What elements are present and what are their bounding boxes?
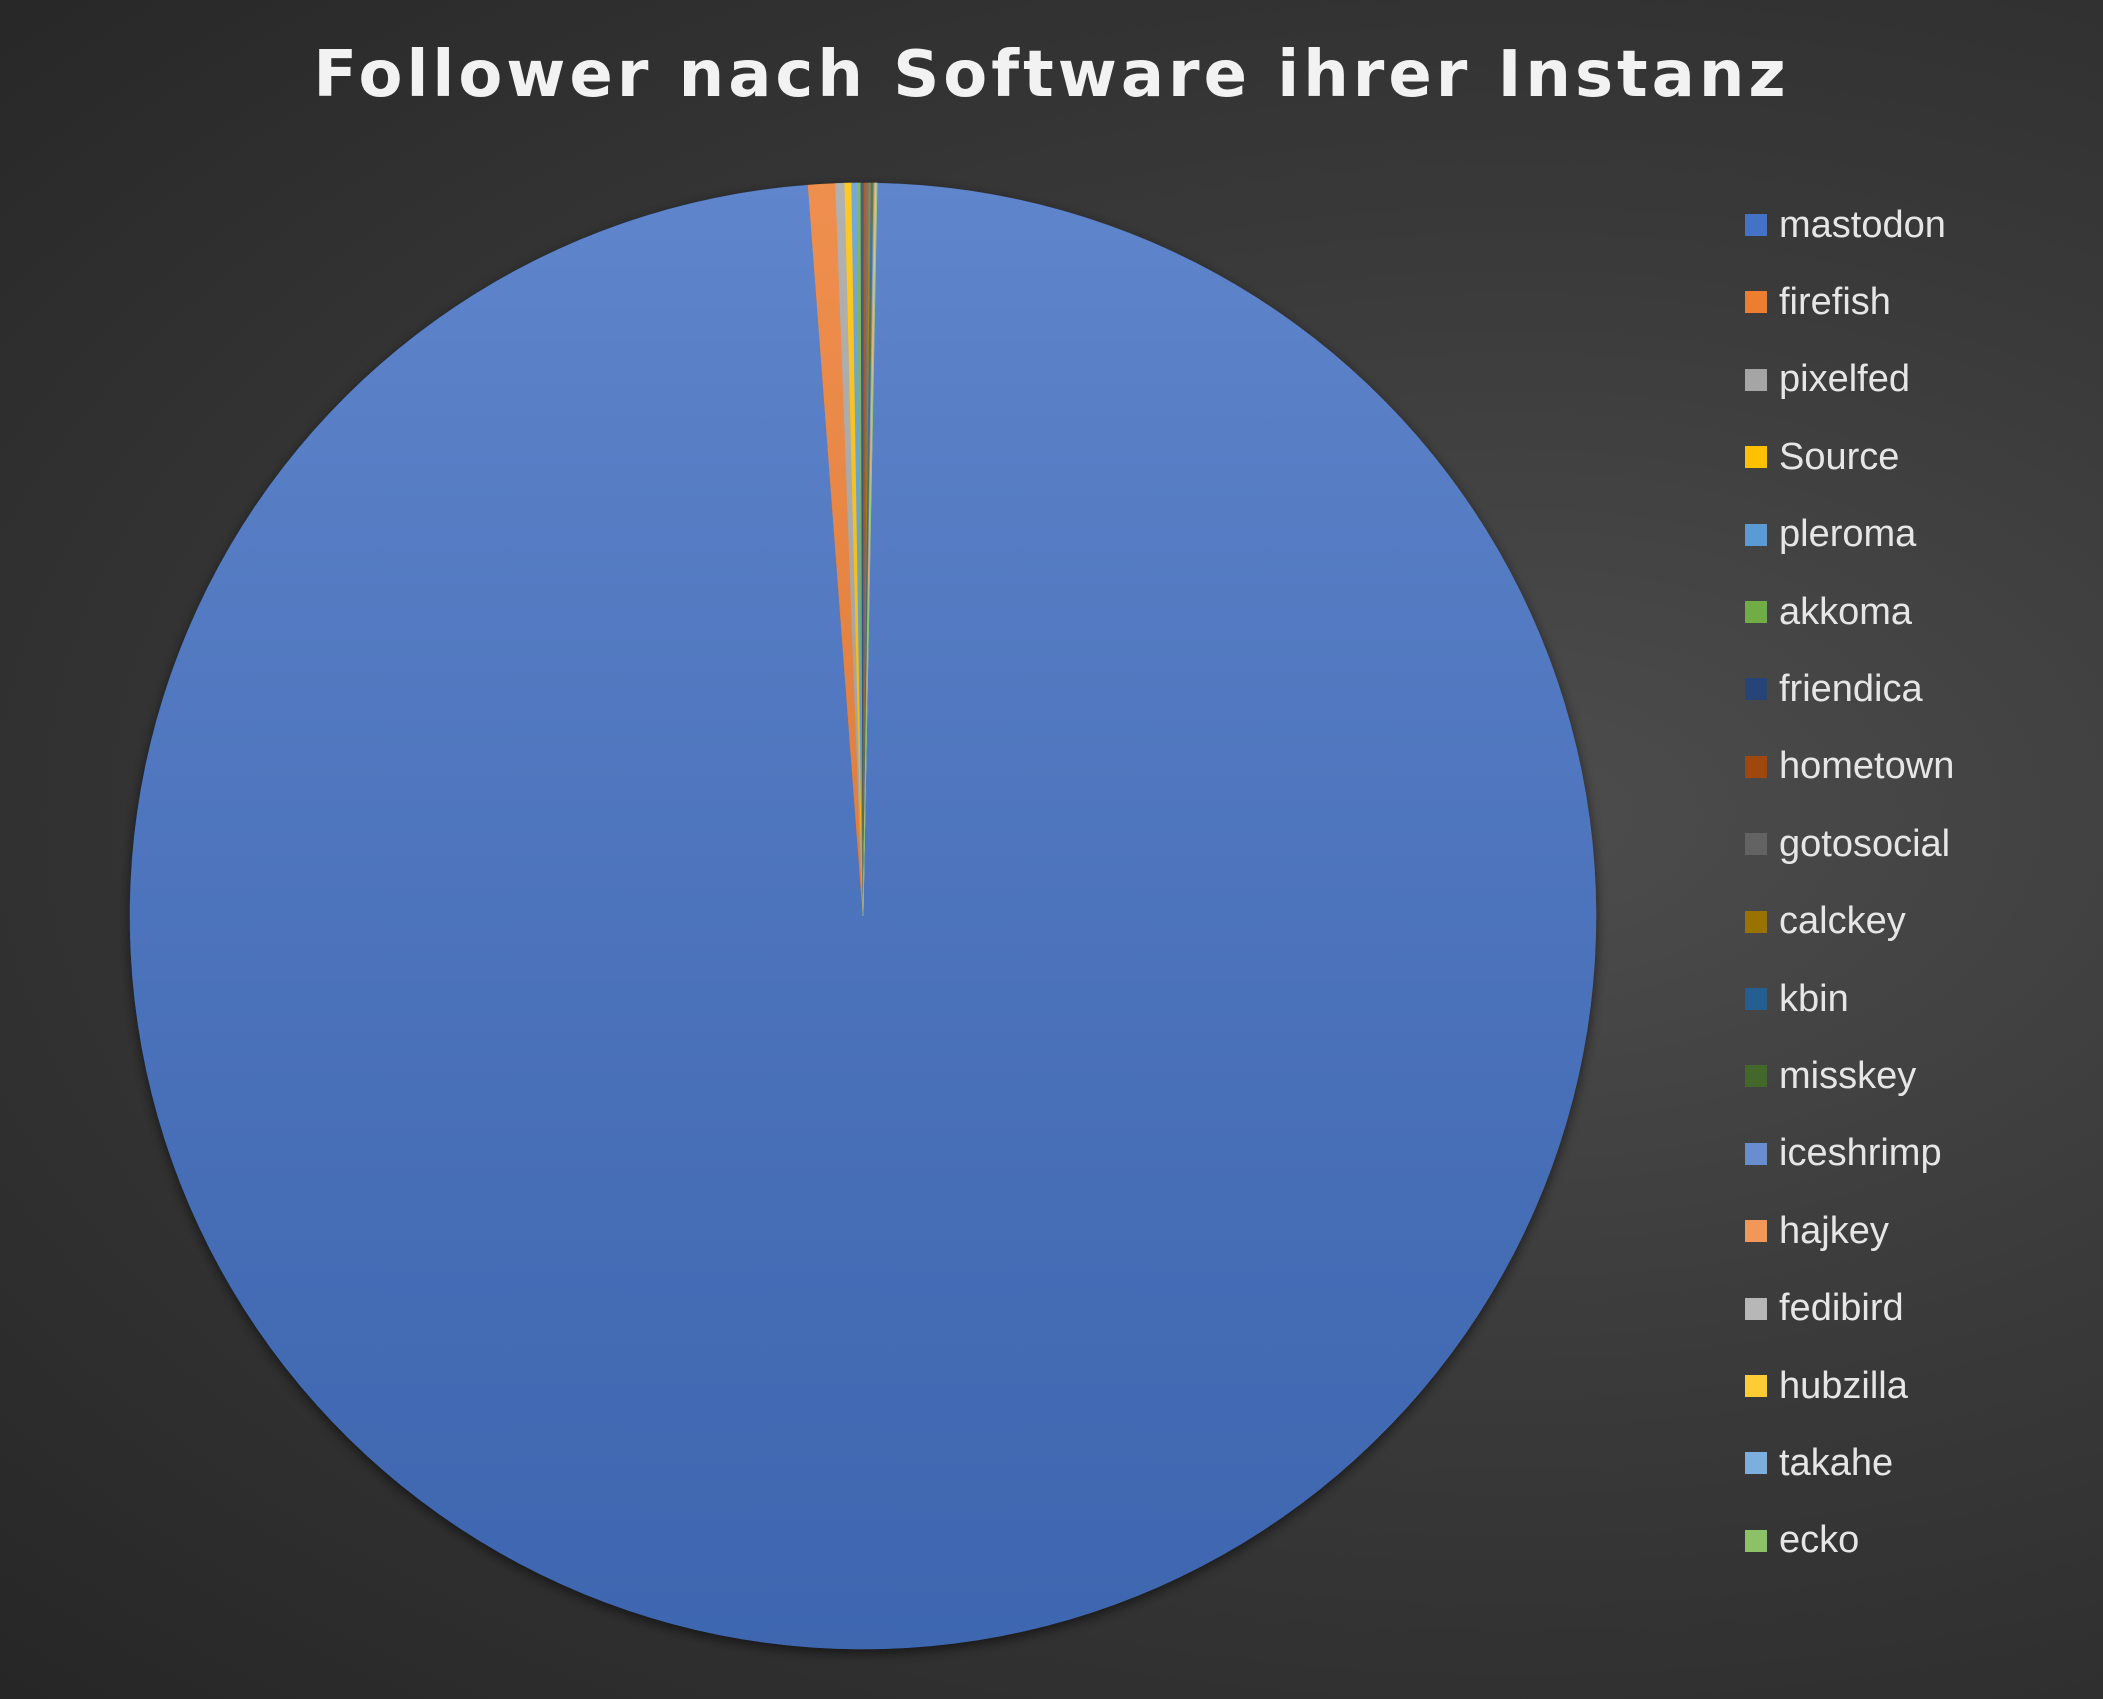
legend-item-pixelfed: pixelfed [1745,350,1910,410]
legend-swatch [1745,1065,1767,1088]
legend-swatch [1745,446,1767,469]
legend-label: firefish [1779,280,1891,323]
legend-swatch [1745,910,1767,933]
legend-label: hometown [1779,745,1955,788]
legend-item-firefish: firefish [1745,272,1891,332]
legend-label: pleroma [1779,513,1917,556]
legend-swatch [1745,1375,1767,1397]
legend-item-gotosocial: gotosocial [1745,814,1950,874]
legend-item-iceshrimp: iceshrimp [1745,1124,1942,1184]
legend-label: hajkey [1779,1209,1889,1252]
legend-label: takahe [1779,1441,1894,1484]
legend-label: iceshrimp [1779,1132,1942,1175]
legend-item-fedibird: fedibird [1745,1279,1904,1339]
legend-swatch [1745,601,1767,623]
legend-label: Source [1779,435,1900,478]
legend-swatch [1745,755,1767,778]
legend-item-misskey: misskey [1745,1046,1916,1106]
legend-swatch [1745,1297,1767,1320]
legend-swatch [1745,291,1767,314]
legend-label: misskey [1779,1054,1917,1097]
chart-title: Follower nach Software ihrer Instanz [313,38,1790,112]
legend-label: gotosocial [1779,822,1951,865]
legend-label: mastodon [1779,203,1946,246]
legend-swatch [1745,678,1767,701]
legend-label: akkoma [1779,590,1913,633]
legend-label: hubzilla [1779,1364,1908,1407]
legend-label: fedibird [1779,1287,1904,1330]
legend-swatch [1745,988,1767,1010]
legend-swatch [1745,1220,1767,1243]
legend-item-calckey: calckey [1745,892,1906,952]
legend-swatch [1745,1452,1767,1475]
legend-label: kbin [1779,977,1849,1020]
legend-swatch [1745,1529,1767,1552]
legend-item-mastodon: mastodon [1745,195,1946,255]
legend-label: calckey [1779,900,1906,943]
legend-item-kbin: kbin [1745,969,1849,1029]
legend-item-akkoma: akkoma [1745,582,1912,642]
legend-swatch [1745,368,1767,391]
legend-swatch [1745,833,1767,856]
legend-item-pleroma: pleroma [1745,505,1916,565]
legend-swatch [1745,214,1767,236]
legend-label: pixelfed [1779,358,1910,401]
legend-label: friendica [1779,667,1923,710]
legend-item-hajkey: hajkey [1745,1201,1889,1261]
legend-item-source: Source [1745,427,1899,487]
legend-item-ecko: ecko [1745,1511,1859,1571]
legend-item-friendica: friendica [1745,659,1923,719]
legend-item-hometown: hometown [1745,737,1954,797]
legend-swatch [1745,1142,1767,1165]
pie-slices [129,182,1597,1650]
legend-item-hubzilla: hubzilla [1745,1356,1908,1416]
legend-label: ecko [1779,1519,1860,1562]
legend-item-takahe: takahe [1745,1433,1893,1493]
legend-swatch [1745,523,1767,546]
